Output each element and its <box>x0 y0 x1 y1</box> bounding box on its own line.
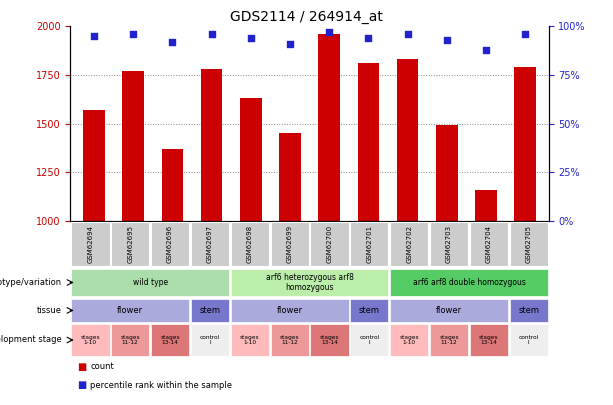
Text: stages
11-12: stages 11-12 <box>439 335 459 345</box>
Text: GSM62696: GSM62696 <box>167 225 173 263</box>
Text: GSM62698: GSM62698 <box>247 225 253 263</box>
Text: control
l: control l <box>359 335 379 345</box>
Bar <box>230 324 269 356</box>
Bar <box>270 324 309 356</box>
Text: stages
1-10: stages 1-10 <box>399 335 419 345</box>
Text: stem: stem <box>518 306 539 315</box>
Text: percentile rank within the sample: percentile rank within the sample <box>90 381 232 390</box>
Text: control
l: control l <box>519 335 539 345</box>
Bar <box>514 67 536 221</box>
Text: control
l: control l <box>200 335 220 345</box>
Text: stages
1-10: stages 1-10 <box>80 335 101 345</box>
Bar <box>390 324 428 356</box>
Point <box>285 40 295 47</box>
Bar <box>279 133 301 221</box>
Bar <box>436 126 457 221</box>
Text: GSM62694: GSM62694 <box>88 225 93 263</box>
Bar <box>151 324 189 356</box>
Bar <box>71 222 110 266</box>
Text: GSM62703: GSM62703 <box>446 225 452 263</box>
Bar <box>430 324 468 356</box>
Bar <box>350 222 389 266</box>
Point <box>89 33 99 39</box>
Text: flower: flower <box>436 306 462 315</box>
Text: count: count <box>90 362 114 371</box>
Text: ■: ■ <box>77 380 86 390</box>
Text: GSM62705: GSM62705 <box>526 225 531 263</box>
Text: development stage: development stage <box>0 335 61 345</box>
Bar <box>350 299 389 322</box>
Bar <box>111 324 150 356</box>
Point <box>481 47 491 53</box>
Bar <box>191 299 229 322</box>
Text: genotype/variation: genotype/variation <box>0 278 61 287</box>
Bar <box>430 222 468 266</box>
Bar <box>509 222 548 266</box>
Text: GSM62702: GSM62702 <box>406 225 412 263</box>
Bar <box>390 269 548 296</box>
Point <box>364 35 373 41</box>
Text: arf6 arf8 double homozygous: arf6 arf8 double homozygous <box>413 278 525 287</box>
Bar <box>71 324 110 356</box>
Bar <box>357 63 379 221</box>
Bar <box>397 60 418 221</box>
Point <box>246 35 256 41</box>
Bar <box>123 71 144 221</box>
Point <box>324 29 334 35</box>
Text: stem: stem <box>359 306 380 315</box>
Bar <box>201 69 223 221</box>
Bar <box>191 324 229 356</box>
Text: stages
11-12: stages 11-12 <box>120 335 140 345</box>
Bar <box>71 269 229 296</box>
Text: wild type: wild type <box>132 278 168 287</box>
Text: GSM62695: GSM62695 <box>128 225 133 263</box>
Bar <box>470 222 508 266</box>
Bar <box>475 190 497 221</box>
Bar <box>390 222 428 266</box>
Text: stages
1-10: stages 1-10 <box>240 335 260 345</box>
Point <box>403 31 413 37</box>
Text: tissue: tissue <box>36 306 61 315</box>
Point <box>128 31 138 37</box>
Bar <box>470 324 508 356</box>
Text: GSM62700: GSM62700 <box>327 225 332 263</box>
Point <box>207 31 216 37</box>
Bar <box>350 324 389 356</box>
Text: stem: stem <box>199 306 221 315</box>
Text: flower: flower <box>117 306 143 315</box>
Point <box>167 38 177 45</box>
Text: GSM62701: GSM62701 <box>367 225 372 263</box>
Text: ■: ■ <box>77 362 86 372</box>
Point <box>442 37 452 43</box>
Bar <box>162 149 183 221</box>
Text: arf6 heterozygous arf8
homozygous: arf6 heterozygous arf8 homozygous <box>265 273 354 292</box>
Bar <box>310 222 349 266</box>
Text: GDS2114 / 264914_at: GDS2114 / 264914_at <box>230 10 383 24</box>
Text: stages
13-14: stages 13-14 <box>160 335 180 345</box>
Point <box>520 31 530 37</box>
Bar <box>318 34 340 221</box>
Text: flower: flower <box>276 306 303 315</box>
Bar <box>191 222 229 266</box>
Bar <box>240 98 262 221</box>
Bar <box>230 299 349 322</box>
Text: GSM62697: GSM62697 <box>207 225 213 263</box>
Bar <box>270 222 309 266</box>
Bar <box>509 299 548 322</box>
Text: stages
13-14: stages 13-14 <box>479 335 499 345</box>
Bar <box>390 299 508 322</box>
Bar <box>509 324 548 356</box>
Text: GSM62699: GSM62699 <box>287 225 292 263</box>
Text: stages
11-12: stages 11-12 <box>280 335 300 345</box>
Bar <box>230 222 269 266</box>
Bar <box>111 222 150 266</box>
Bar <box>151 222 189 266</box>
Bar <box>230 269 389 296</box>
Text: GSM62704: GSM62704 <box>486 225 492 263</box>
Text: stages
13-14: stages 13-14 <box>319 335 340 345</box>
Bar <box>71 299 189 322</box>
Bar <box>310 324 349 356</box>
Bar <box>83 110 105 221</box>
